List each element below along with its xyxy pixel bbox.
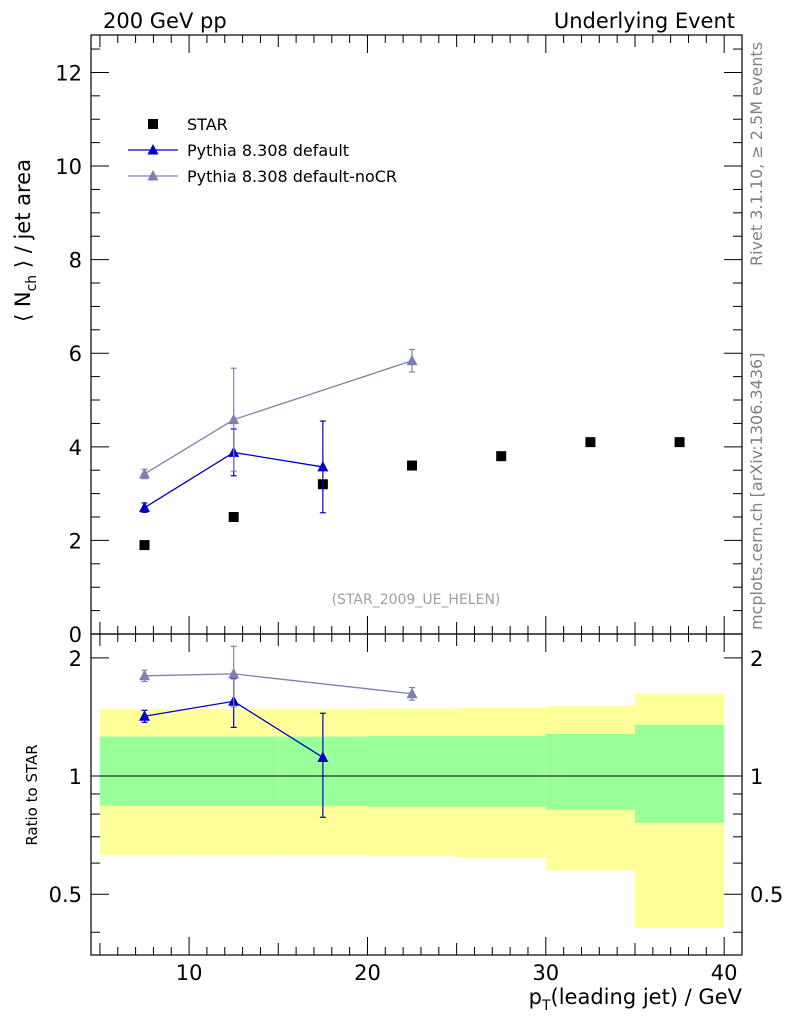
ratio-band-inner [189,736,279,806]
data-point-square [139,540,150,551]
ratio-band-inner [367,735,457,807]
ratio-ytick-label-right: 2 [750,647,763,671]
series-line [144,673,413,695]
data-point-square [674,437,685,448]
analysis-annotation: (STAR_2009_UE_HELEN) [332,592,501,608]
data-point-triangle [147,170,159,181]
rivet-version-label: Rivet 3.1.10, ≥ 2.5M events [747,42,766,266]
main-axis-ticks: 0 2 4 6 8 10 12 [55,35,742,647]
data-point-triangle [317,751,329,762]
main-ytick-label: 10 [55,155,82,179]
ratio-band-inner [456,735,546,807]
ratio-band-inner [545,733,635,810]
legend: STAR Pythia 8.308 default Pythia 8.308 def… [128,115,397,186]
data-point-square [585,437,596,448]
data-point-triangle [147,144,159,155]
main-ytick-label: 4 [69,436,82,460]
data-point-triangle [139,501,151,513]
ratio-bands [99,693,725,929]
legend-label: Pythia 8.308 default [187,141,349,160]
ratio-ytick-label: 2 [69,647,82,671]
xtick-label: 20 [354,961,381,985]
data-point-square [228,512,239,523]
ratio-band-inner [99,736,190,806]
x-axis-label: pT(leading jet) / GeV [529,985,743,1014]
series-line [144,360,413,475]
ratio-ytick-label-right: 1 [750,765,763,789]
main-ytick-label: 6 [69,342,82,366]
legend-label: STAR [187,115,228,134]
ratio-ytick-label: 1 [69,765,82,789]
ratio-ytick-label: 0.5 [49,883,82,907]
data-point-triangle [139,710,151,721]
main-ytick-label: 12 [55,61,82,85]
main-y-axis-label: ⟨ Nch ⟩ / jet area [11,159,40,322]
ratio-y-axis-label: Ratio to STAR [23,744,41,845]
ratio-series [139,645,418,818]
data-point-triangle [406,687,418,699]
ratio-ytick-label-right: 0.5 [750,883,783,907]
main-ytick-label: 8 [69,249,82,273]
ratio-band-inner [634,724,725,823]
legend-label: Pythia 8.308 default-noCR [187,167,397,186]
data-point-triangle [406,354,418,366]
header-right-title: Underlying Event [554,9,735,33]
mcplots-label: mcplots.cern.ch [arXiv:1306.3436] [747,353,766,630]
data-point-triangle [228,667,240,679]
data-point-square [148,119,158,129]
ratio-axis-ticks: 0.5 0.5 1 1 2 2 10 20 30 40 [49,634,783,985]
data-point-triangle [139,467,151,479]
data-point-triangle [317,460,329,472]
header-left-title: 200 GeV pp [103,9,227,33]
data-point-square [496,451,507,462]
data-point-triangle [139,669,151,681]
main-ytick-label: 0 [69,623,82,647]
data-point-square [407,460,418,471]
ratio-frame [90,633,743,956]
data-point-triangle [228,413,240,425]
xtick-label: 40 [711,961,738,985]
xtick-label: 30 [532,961,559,985]
main-series [139,348,685,551]
xtick-label: 10 [176,961,203,985]
main-ytick-label: 2 [69,529,82,553]
